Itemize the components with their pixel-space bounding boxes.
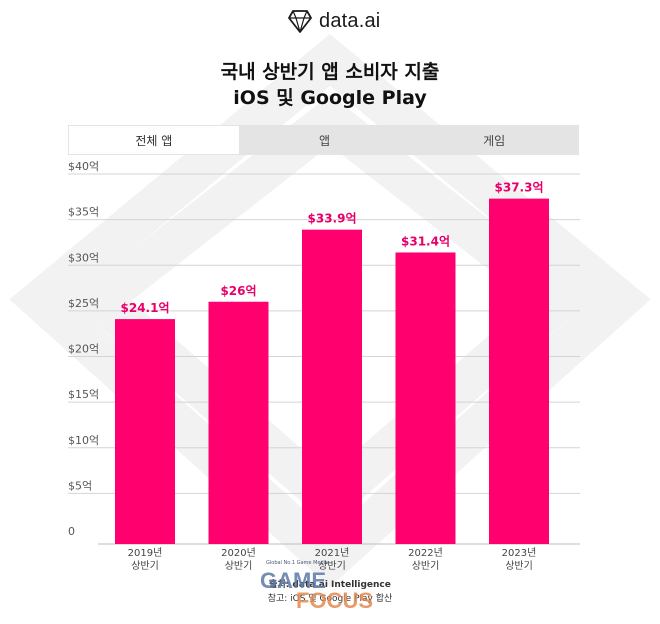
category-tabs: 전체 앱 앱 게임: [68, 125, 580, 155]
x-tick-label-sub: 상반기: [318, 560, 346, 572]
chart-title: 국내 상반기 앱 소비자 지출: [220, 61, 440, 83]
diamond-logo-icon: [288, 10, 312, 33]
y-tick-label: $15억: [68, 388, 99, 401]
stamp-word-focus: FOCUS: [296, 588, 373, 612]
x-tick-label: 2021년: [315, 547, 350, 559]
y-tick-label: 0: [68, 525, 75, 538]
brand-logo: data.ai: [287, 7, 380, 35]
x-tick-label: 2019년: [128, 547, 163, 559]
x-tick-label-sub: 상반기: [505, 560, 533, 572]
aggregation-note: 참고: iOS 및 Google Play 합산: [267, 594, 393, 604]
bar: [208, 301, 269, 544]
y-tick-label: $35억: [68, 206, 99, 219]
x-tick-label: 2023년: [502, 547, 537, 559]
stamp-tagline: Global No.1 Game Media: [266, 560, 329, 566]
bar-data-label: $24.1억: [121, 301, 170, 315]
bar: [395, 252, 456, 544]
y-tick-label: $20억: [68, 343, 99, 356]
tab-apps[interactable]: 앱: [239, 125, 410, 155]
x-tick-label-sub: 상반기: [225, 560, 253, 572]
brand-name: data.ai: [319, 9, 381, 32]
gamefocus-stamp: GAME FOCUS: [260, 568, 373, 612]
y-tick-label: $40억: [68, 160, 99, 173]
bar-data-label: $31.4억: [401, 234, 450, 248]
bar: [115, 319, 175, 544]
x-tick-label: 2020년: [221, 547, 256, 559]
bar: [489, 198, 549, 544]
x-tick-label: 2022년: [408, 547, 443, 559]
bar-data-label: $37.3억: [495, 181, 544, 195]
y-tick-label: $10억: [68, 434, 99, 447]
x-tick-label-sub: 상반기: [412, 560, 440, 572]
chart-subtitle: iOS 및 Google Play: [233, 87, 427, 109]
source-note: 출처: data.ai Intelligence: [269, 580, 391, 590]
y-tick-label: $25억: [68, 297, 99, 310]
tab-games[interactable]: 게임: [409, 125, 580, 155]
bar-data-label: $26억: [220, 284, 256, 298]
y-tick-label: $30억: [68, 251, 99, 264]
y-tick-label: $5억: [68, 479, 92, 492]
bar-data-label: $33.9억: [308, 212, 357, 226]
stamp-word-game: GAME: [260, 568, 326, 593]
tab-all-apps[interactable]: 전체 앱: [68, 125, 240, 155]
x-tick-label-sub: 상반기: [131, 560, 159, 572]
bar: [302, 229, 362, 544]
